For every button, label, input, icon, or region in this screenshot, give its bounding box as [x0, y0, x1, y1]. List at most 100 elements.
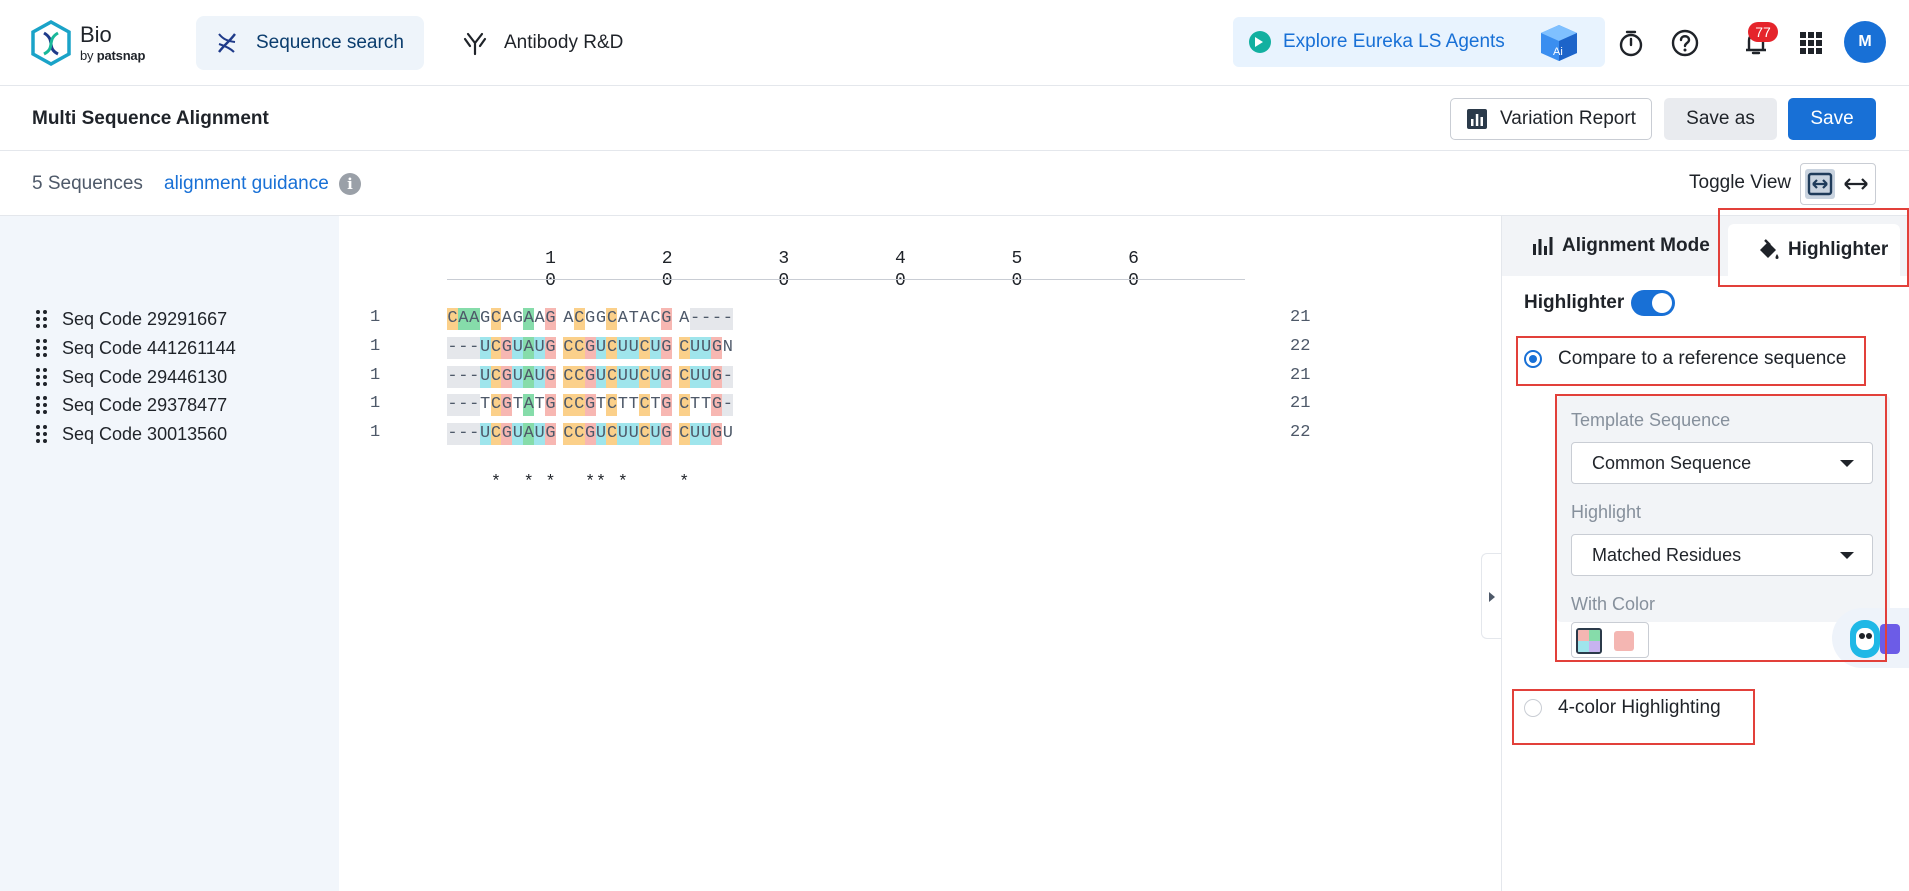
- residue: T: [628, 394, 639, 416]
- highlight-label: Highlight: [1571, 502, 1641, 523]
- apps-grid-icon[interactable]: [1796, 28, 1826, 58]
- multi-color-swatch[interactable]: [1576, 628, 1602, 654]
- user-avatar[interactable]: M: [1844, 21, 1886, 63]
- residue: U: [534, 423, 545, 445]
- sequence-name-row[interactable]: Seq Code 30013560: [36, 421, 227, 447]
- drag-handle-icon[interactable]: [36, 395, 48, 415]
- residue: -: [722, 366, 733, 388]
- explore-agents-banner[interactable]: Explore Eureka LS Agents Ai: [1233, 17, 1605, 67]
- residue: A: [458, 308, 469, 330]
- help-icon[interactable]: [1670, 28, 1700, 58]
- consensus-mark: [458, 472, 469, 494]
- row-end-position: 21: [1290, 308, 1310, 327]
- highlighter-switch[interactable]: [1631, 290, 1675, 316]
- residue: C: [563, 366, 574, 388]
- radio-unchecked[interactable]: [1524, 699, 1542, 717]
- ruler-line: [447, 279, 1245, 280]
- residue: U: [617, 337, 628, 359]
- sequence-name-row[interactable]: Seq Code 29291667: [36, 306, 227, 332]
- sequence-name: Seq Code 441261144: [62, 338, 236, 359]
- save-as-button[interactable]: Save as: [1664, 98, 1777, 140]
- drag-handle-icon[interactable]: [36, 338, 48, 358]
- nav-tab-sequence-search[interactable]: Sequence search: [196, 16, 424, 70]
- consensus-mark: *: [596, 472, 607, 494]
- dna-icon: [214, 30, 240, 56]
- option-reference-sequence[interactable]: Compare to a reference sequence: [1524, 348, 1846, 370]
- robot-icon: [1838, 614, 1904, 664]
- residue: G: [711, 366, 722, 388]
- consensus-mark: [650, 472, 661, 494]
- sequence-name: Seq Code 30013560: [62, 424, 227, 445]
- residue: C: [491, 337, 502, 359]
- residue: G: [661, 366, 672, 388]
- option-label: 4-color Highlighting: [1558, 697, 1721, 719]
- residue: A: [469, 308, 480, 330]
- residue: C: [679, 423, 690, 445]
- fit-width-icon[interactable]: [1805, 169, 1835, 199]
- aligned-sequence: ---UCGUAUGCCGUCUUCUGCUUG-: [447, 364, 733, 390]
- alignment-row: 1---UCGUAUGCCGUCUUCUGCUUG-21: [339, 364, 1339, 390]
- residue: U: [650, 366, 661, 388]
- residue: G: [545, 394, 556, 416]
- save-button[interactable]: Save: [1788, 98, 1876, 140]
- consensus-row: * * * ** * *: [447, 470, 733, 492]
- sequence-name-row[interactable]: Seq Code 29446130: [36, 364, 227, 390]
- timer-icon[interactable]: [1616, 28, 1646, 58]
- tab-alignment-mode[interactable]: Alignment Mode: [1530, 216, 1710, 276]
- drag-handle-icon[interactable]: [36, 309, 48, 329]
- consensus-mark: *: [617, 472, 628, 494]
- residue: C: [679, 366, 690, 388]
- ruler-tick-label: 30: [774, 248, 794, 292]
- template-sequence-select[interactable]: Common Sequence: [1571, 442, 1873, 484]
- paint-bucket-icon: [1756, 238, 1780, 262]
- bio-logo[interactable]: Bio by patsnap: [30, 18, 160, 68]
- residue: C: [606, 308, 617, 330]
- assistant-bot-button[interactable]: [1832, 608, 1909, 668]
- residue: A: [563, 308, 574, 330]
- residue: -: [447, 366, 458, 388]
- option-four-color[interactable]: 4-color Highlighting: [1524, 697, 1721, 719]
- residue: C: [606, 366, 617, 388]
- svg-text:Ai: Ai: [1553, 46, 1563, 58]
- block-gap: [556, 364, 563, 390]
- sequence-count: 5 Sequences: [32, 173, 143, 195]
- consensus-mark: *: [585, 472, 596, 494]
- tab-highlighter[interactable]: Highlighter: [1728, 224, 1900, 276]
- collapse-panel-toggle[interactable]: [1481, 553, 1501, 639]
- info-icon[interactable]: i: [339, 173, 361, 195]
- single-color-swatch[interactable]: [1614, 631, 1634, 651]
- residue: -: [447, 394, 458, 416]
- residue: T: [480, 394, 491, 416]
- residue: U: [534, 366, 545, 388]
- explore-label: Explore Eureka LS Agents: [1283, 31, 1505, 53]
- residue: C: [491, 423, 502, 445]
- sequence-name-row[interactable]: Seq Code 29378477: [36, 392, 227, 418]
- alignment-row: 1---UCGUAUGCCGUCUUCUGCUUGU22: [339, 421, 1339, 447]
- residue: U: [701, 423, 712, 445]
- drag-handle-icon[interactable]: [36, 424, 48, 444]
- nav-tab-label: Sequence search: [256, 32, 404, 54]
- highlighter-toggle-label: Highlighter: [1524, 292, 1624, 314]
- block-gap: [556, 335, 563, 361]
- consensus-mark: [534, 472, 545, 494]
- consensus-mark: *: [679, 472, 690, 494]
- sequence-name-row[interactable]: Seq Code 441261144: [36, 335, 236, 361]
- select-value: Matched Residues: [1592, 545, 1741, 565]
- variation-report-button[interactable]: Variation Report: [1450, 98, 1652, 140]
- block-gap: [556, 306, 563, 332]
- residue: N: [722, 337, 733, 359]
- highlight-mode-select[interactable]: Matched Residues: [1571, 534, 1873, 576]
- residue: U: [480, 366, 491, 388]
- residue: C: [639, 366, 650, 388]
- nav-tab-antibody-rd[interactable]: Antibody R&D: [462, 16, 662, 70]
- ruler-tick-label: 60: [1124, 248, 1144, 292]
- ruler-tick-label: 20: [657, 248, 677, 292]
- residue: G: [585, 423, 596, 445]
- alignment-guidance-link[interactable]: alignment guidance: [164, 173, 329, 195]
- radio-checked[interactable]: [1524, 350, 1542, 368]
- drag-handle-icon[interactable]: [36, 367, 48, 387]
- expand-horizontal-icon[interactable]: [1841, 169, 1871, 199]
- alignment-viewer: 102030405060 1CAAGCAGAAGACGGCATACGA----2…: [339, 216, 1501, 891]
- consensus-mark: [480, 472, 491, 494]
- consensus-mark: [501, 472, 512, 494]
